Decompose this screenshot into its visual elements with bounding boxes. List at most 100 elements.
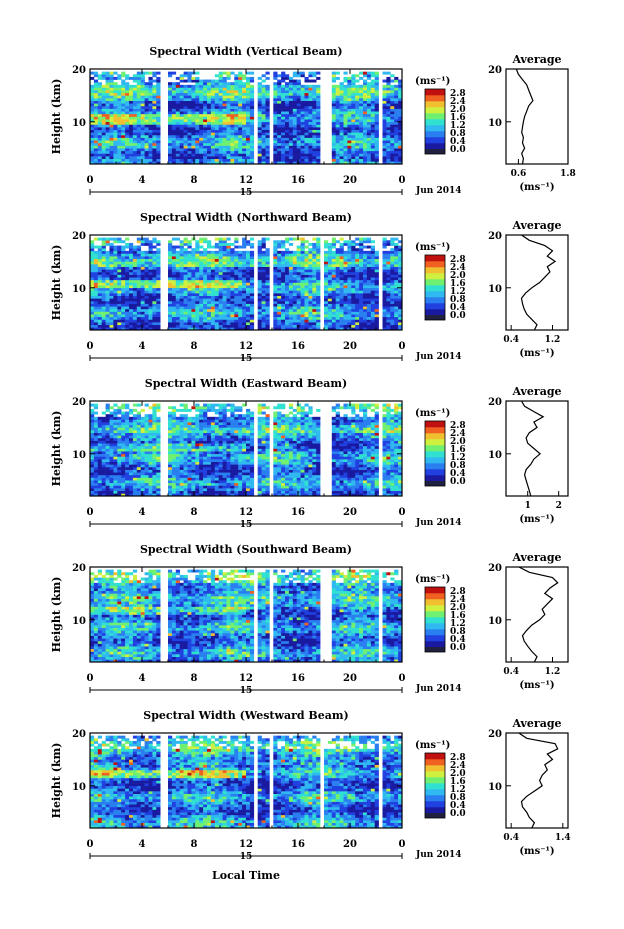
heatmap-cell (117, 84, 122, 88)
heatmap-cell (203, 108, 208, 112)
heatmap-cell (327, 250, 333, 254)
heatmap-cell (214, 111, 219, 115)
heatmap-cell (156, 105, 161, 109)
heatmap-cell (144, 319, 149, 323)
heatmap-cell (230, 242, 235, 246)
heatmap-cell (335, 113, 340, 117)
heatmap-cell (324, 269, 329, 273)
heatmap-cell (125, 242, 130, 246)
heatmap-cell (327, 290, 333, 294)
heatmap-cell (339, 250, 344, 254)
heatmap-cell (199, 240, 204, 244)
heatmap-cell (355, 282, 360, 286)
heatmap-cell (187, 74, 192, 78)
heatmap-cell (129, 124, 134, 128)
heatmap-cell (382, 98, 387, 101)
heatmap-cell (109, 322, 114, 326)
heatmap-cell (335, 298, 340, 302)
heatmap-cell (316, 150, 321, 154)
heatmap-cell (144, 266, 149, 270)
heatmap-cell (125, 311, 130, 315)
heatmap-cell (195, 142, 200, 146)
heatmap-cell (249, 269, 255, 273)
heatmap-cell (129, 116, 134, 120)
heatmap-cell (113, 314, 118, 318)
heatmap-cell (210, 250, 216, 254)
heatmap-cell (183, 113, 188, 117)
heatmap-cell (351, 100, 356, 104)
heatmap-cell (156, 266, 161, 270)
heatmap-cell (168, 240, 173, 244)
heatmap-cell (363, 87, 368, 91)
heatmap-cell (351, 142, 356, 146)
heatmap-cell (308, 266, 313, 270)
heatmap-cell (191, 311, 196, 315)
heatmap-cell (370, 314, 375, 318)
heatmap-cell (234, 256, 239, 260)
heatmap-cell (136, 98, 141, 101)
heatmap-cell (339, 266, 344, 270)
heatmap-cell (214, 100, 219, 104)
heatmap-cell (249, 266, 255, 270)
heatmap-cell (304, 90, 309, 94)
heatmap-cell (386, 240, 391, 244)
heatmap-cell (113, 103, 118, 107)
heatmap-cell (249, 76, 255, 80)
heatmap-cell (281, 87, 286, 91)
heatmap-cell (249, 319, 255, 323)
heatmap-cell (117, 148, 122, 152)
heatmap-cell (363, 116, 368, 120)
heatmap-cell (394, 300, 399, 304)
heatmap-cell (191, 264, 196, 267)
heatmap-cell (195, 308, 200, 312)
heatmap-cell (327, 264, 333, 267)
heatmap-cell (93, 100, 99, 104)
heatmap-cell (277, 148, 282, 152)
heatmap-cell (90, 298, 95, 302)
heatmap-cell (265, 119, 270, 123)
heatmap-cell (292, 282, 297, 286)
heatmap-cell (207, 279, 212, 283)
heatmap-cell (382, 277, 387, 281)
heatmap-cell (265, 84, 270, 88)
heatmap-cell (234, 324, 239, 328)
heatmap-cell (132, 150, 138, 154)
heatmap-cell (148, 290, 153, 294)
heatmap-cell (125, 298, 130, 302)
heatmap-cell (288, 300, 294, 304)
heatmap-cell (242, 293, 247, 296)
x-tick-label: 20 (343, 341, 357, 352)
heatmap-cell (218, 322, 223, 326)
heatmap-cell (179, 127, 184, 130)
heatmap-cell (242, 240, 247, 244)
heatmap-cell (109, 295, 114, 299)
heatmap-cell (261, 92, 266, 96)
heatmap-cell (347, 256, 352, 260)
heatmap-cell (281, 298, 286, 302)
heatmap-cell (300, 245, 305, 249)
heatmap-cell (156, 258, 161, 262)
heatmap-cell (168, 264, 173, 267)
heatmap-cell (281, 134, 286, 138)
heatmap-cell (152, 311, 157, 315)
heatmap-cell (168, 84, 173, 88)
heatmap-cell (203, 129, 208, 133)
heatmap-cell (257, 137, 262, 141)
heatmap-cell (125, 98, 130, 101)
heatmap-cell (171, 287, 177, 291)
heatmap-cell (117, 256, 122, 260)
heatmap-cell (277, 90, 282, 94)
heatmap-cell (203, 327, 208, 331)
heatmap-cell (156, 124, 161, 128)
heatmap-cell (390, 79, 395, 83)
heatmap-cell (331, 132, 336, 136)
heatmap-cell (210, 298, 216, 302)
heatmap-cell (117, 237, 122, 241)
heatmap-cell (230, 264, 235, 267)
heatmap-cell (136, 256, 141, 260)
heatmap-cell (288, 319, 294, 323)
heatmap-cell (136, 92, 141, 96)
heatmap-cell (113, 245, 118, 249)
heatmap-cell (316, 71, 321, 75)
heatmap-cell (285, 95, 290, 99)
